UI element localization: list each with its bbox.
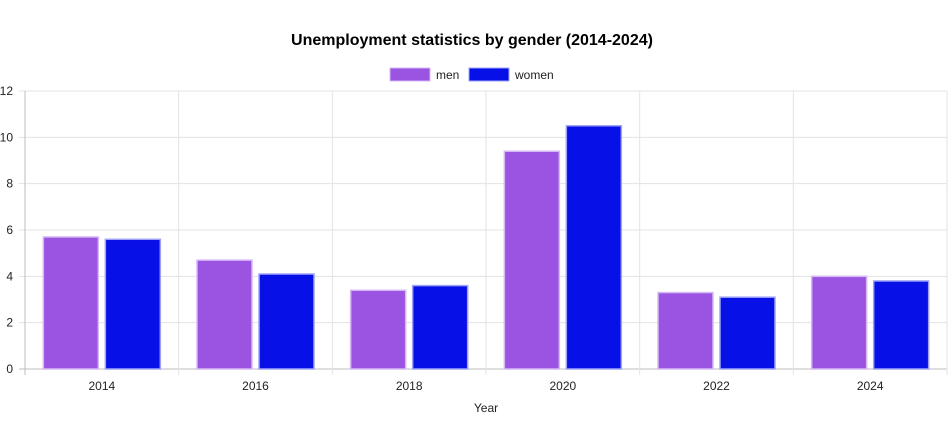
tick-labels: 0 2 4 6 8 10 12 2014 2016 2018 2020 2022 2024 — [0, 84, 884, 393]
y-tick-label: 12 — [0, 84, 13, 98]
x-axis-label: Year — [474, 401, 498, 415]
x-tick-label: 2014 — [88, 379, 115, 393]
y-tick-label: 4 — [6, 269, 13, 283]
x-tick-label: 2018 — [396, 379, 423, 393]
bar-men-2022[interactable] — [657, 291, 714, 370]
bars — [42, 125, 930, 370]
x-tick-label: 2022 — [703, 379, 730, 393]
y-tick-label: 6 — [6, 223, 13, 237]
grid — [19, 90, 948, 375]
y-tick-label: 8 — [6, 177, 13, 191]
x-tick-label: 2024 — [857, 379, 884, 393]
legend: men women — [389, 67, 554, 82]
bar-women-2024[interactable] — [872, 280, 930, 370]
legend-label-women: women — [514, 68, 554, 82]
bar-women-2022[interactable] — [719, 296, 776, 370]
y-tick-label: 0 — [6, 362, 13, 376]
bar-men-2014[interactable] — [42, 236, 100, 370]
bar-women-2014[interactable] — [104, 238, 162, 370]
x-tick-label: 2020 — [549, 379, 576, 393]
bar-men-2024[interactable] — [810, 275, 868, 370]
bar-men-2016[interactable] — [196, 259, 253, 370]
chart-title: Unemployment statistics by gender (2014-… — [291, 32, 653, 49]
y-tick-label: 2 — [6, 316, 13, 330]
legend-item-women[interactable]: women — [468, 67, 554, 82]
legend-item-men[interactable]: men — [389, 67, 459, 82]
bar-women-2020[interactable] — [565, 125, 623, 370]
legend-swatch-women — [468, 67, 510, 82]
x-tick-label: 2016 — [242, 379, 269, 393]
bar-women-2018[interactable] — [411, 284, 469, 370]
bar-men-2020[interactable] — [503, 150, 561, 370]
bar-men-2018[interactable] — [349, 289, 407, 370]
y-tick-label: 10 — [0, 130, 13, 144]
legend-label-men: men — [436, 68, 459, 82]
legend-swatch-men — [389, 67, 431, 82]
bar-women-2016[interactable] — [258, 273, 315, 370]
